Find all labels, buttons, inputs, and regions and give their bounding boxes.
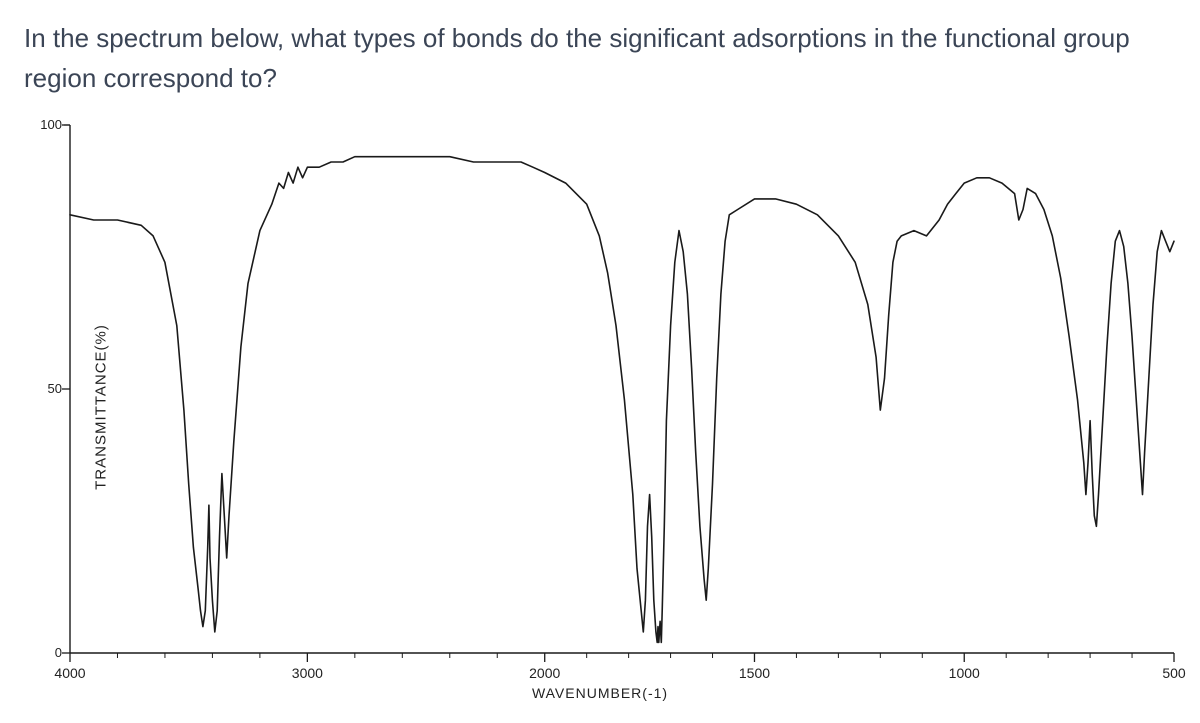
- x-tick-label: 1000: [949, 665, 980, 681]
- y-tick-label: 0: [32, 645, 62, 660]
- y-tick-label: 100: [32, 117, 62, 132]
- x-tick-label: 3000: [292, 665, 323, 681]
- ir-spectrum-chart: TRANSMITTANCE(%) WAVENUMBER(-1) 10050040…: [24, 117, 1176, 697]
- x-tick-label: 2000: [529, 665, 560, 681]
- x-tick-label: 1500: [739, 665, 770, 681]
- x-axis-label: WAVENUMBER(-1): [532, 685, 668, 701]
- spectrum-plot: [24, 117, 1176, 697]
- x-tick-label: 500: [1162, 665, 1185, 681]
- y-tick-label: 50: [32, 381, 62, 396]
- question-text: In the spectrum below, what types of bon…: [24, 18, 1176, 99]
- x-tick-label: 4000: [54, 665, 85, 681]
